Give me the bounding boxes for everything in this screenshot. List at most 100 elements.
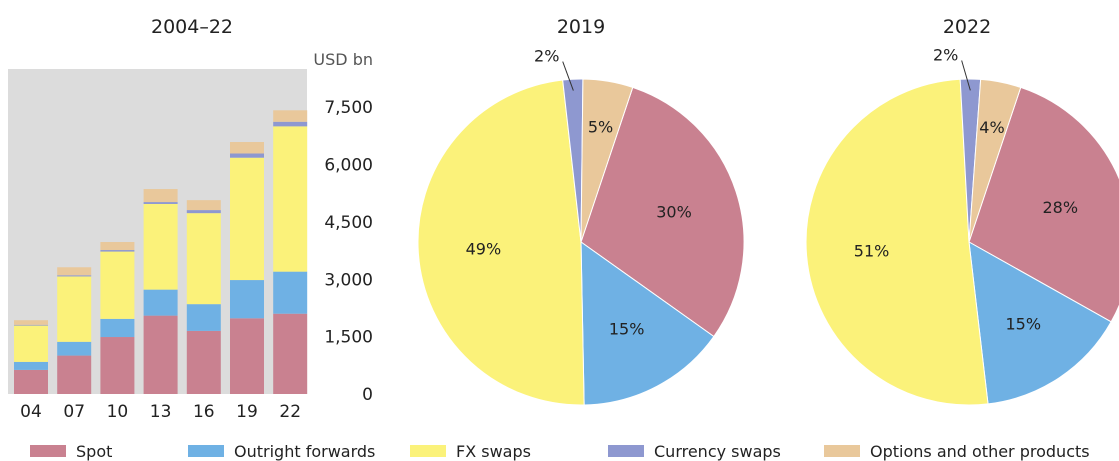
y-tick-label: 6,000 xyxy=(324,156,373,176)
legend-label: Outright forwards xyxy=(234,442,375,461)
bar-segment-currency-swaps xyxy=(57,275,92,277)
bar-segment-currency-swaps xyxy=(14,324,48,326)
legend-label: FX swaps xyxy=(456,442,531,461)
bar-segment-options-and-other-products xyxy=(100,242,135,251)
bar-segment-fx-swaps xyxy=(14,325,48,362)
bar-segment-fx-swaps xyxy=(57,276,92,342)
bar-stack-04 xyxy=(14,320,48,394)
legend-swatch xyxy=(188,445,224,457)
pie-slice-options-and-other-products xyxy=(580,78,634,243)
y-tick-label: 1,500 xyxy=(324,328,373,348)
bar-stack-07 xyxy=(57,267,92,394)
pie-slice-label: 15% xyxy=(609,319,645,338)
pie-slice-outright-forwards xyxy=(968,241,1112,405)
x-tick-label: 10 xyxy=(107,402,129,422)
y-tick-label: 0 xyxy=(362,385,373,405)
chart-legend: Spot Outright forwards FX swaps Currency sw… xyxy=(30,442,1090,461)
bar-segment-fx-swaps xyxy=(143,203,178,290)
bar-segment-options-and-other-products xyxy=(14,320,48,325)
legend-swatch xyxy=(824,445,860,457)
bar-segment-currency-swaps xyxy=(143,202,178,204)
bar-segment-spot xyxy=(57,355,92,394)
bar-stack-16 xyxy=(186,200,221,394)
x-tick-label: 16 xyxy=(193,402,215,422)
bar-segment-outright-forwards xyxy=(57,341,92,356)
bar-segment-spot xyxy=(186,330,221,394)
pie-slice-labels: 28% 15% 51% 2% 4% xyxy=(854,46,1078,334)
pie-chart-2019: 2019 30% 15% 49% 2% 5% xyxy=(417,16,745,406)
pie-slice-fx-swaps xyxy=(417,79,585,406)
bar-segment-options-and-other-products xyxy=(143,189,178,203)
y-tick-label: 7,500 xyxy=(324,98,373,118)
pie-chart-title: 2019 xyxy=(557,16,605,38)
legend-label: Currency swaps xyxy=(654,442,781,461)
legend-item-outright-forwards: Outright forwards xyxy=(188,442,375,461)
pie-slice-label: 4% xyxy=(979,118,1004,137)
pie-slice-fx-swaps xyxy=(805,78,989,406)
pie-slice-label: 5% xyxy=(588,117,613,136)
bar-stack-13 xyxy=(143,189,178,394)
bar-stacks xyxy=(14,110,308,394)
pie-slice-label: 51% xyxy=(854,241,890,260)
bar-segment-spot xyxy=(14,369,48,394)
bar-segment-options-and-other-products xyxy=(186,200,221,211)
bar-segment-outright-forwards xyxy=(230,280,264,319)
legend-item-spot: Spot xyxy=(30,442,112,461)
x-tick-label: 07 xyxy=(63,402,85,422)
pie-label-leader-line xyxy=(961,60,971,91)
legend-label: Spot xyxy=(76,442,112,461)
bar-chart-panel: 2004–22 USD bn 0 1,500 3,000 4,500 6,000 7,50… xyxy=(8,16,373,422)
y-tick-label: 4,500 xyxy=(324,213,373,233)
y-axis-unit-label: USD bn xyxy=(313,50,373,69)
pie-slice-label: 28% xyxy=(1042,198,1078,217)
bar-segment-outright-forwards xyxy=(186,304,221,331)
x-axis-tick-labels: 04 07 10 13 16 19 22 xyxy=(20,402,301,422)
bar-segment-spot xyxy=(273,313,308,394)
bar-segment-options-and-other-products xyxy=(273,110,308,122)
pie-slice-spot xyxy=(580,86,745,338)
pie-slice-spot xyxy=(968,86,1119,323)
bar-segment-fx-swaps xyxy=(100,251,135,319)
legend-swatch xyxy=(410,445,446,457)
bar-segment-options-and-other-products xyxy=(57,267,92,276)
bar-segment-fx-swaps xyxy=(273,126,308,272)
bar-segment-currency-swaps xyxy=(100,250,135,252)
x-tick-label: 13 xyxy=(150,402,172,422)
pie-label-leader-line xyxy=(562,61,574,91)
bar-segment-outright-forwards xyxy=(143,289,178,316)
pie-slices xyxy=(805,78,1119,406)
bar-segment-spot xyxy=(100,337,135,394)
legend-label: Options and other products xyxy=(870,442,1090,461)
pie-slice-outright-forwards xyxy=(580,241,715,406)
bar-segment-spot xyxy=(230,318,264,394)
pie-chart-2022: 2022 28% 15% 51% 2% 4% xyxy=(805,16,1119,406)
bar-segment-spot xyxy=(143,315,178,394)
bar-segment-options-and-other-products xyxy=(230,142,264,154)
legend-item-options-and-other-products: Options and other products xyxy=(824,442,1090,461)
x-tick-label: 04 xyxy=(20,402,42,422)
bar-segment-currency-swaps xyxy=(230,153,264,158)
pie-chart-title: 2022 xyxy=(943,16,991,38)
pie-slices xyxy=(417,78,745,406)
bar-segment-outright-forwards xyxy=(273,271,308,314)
x-tick-label: 19 xyxy=(236,402,258,422)
bar-segment-outright-forwards xyxy=(14,361,48,370)
y-axis-tick-labels: 0 1,500 3,000 4,500 6,000 7,500 xyxy=(324,98,373,405)
bar-chart-title: 2004–22 xyxy=(151,16,233,38)
legend-item-fx-swaps: FX swaps xyxy=(410,442,531,461)
bar-segment-fx-swaps xyxy=(230,157,264,281)
legend-swatch xyxy=(30,445,66,457)
bar-segment-fx-swaps xyxy=(186,213,221,305)
bar-stack-22 xyxy=(273,110,308,394)
legend-swatch xyxy=(608,445,644,457)
y-tick-label: 3,000 xyxy=(324,270,373,290)
pie-slice-labels: 30% 15% 49% 2% 5% xyxy=(466,47,692,339)
pie-slice-options-and-other-products xyxy=(968,78,1022,243)
x-tick-label: 22 xyxy=(279,402,301,422)
pie-slice-label: 15% xyxy=(1005,314,1041,333)
bar-stack-19 xyxy=(230,142,264,394)
bar-stack-10 xyxy=(100,242,135,394)
legend-item-currency-swaps: Currency swaps xyxy=(608,442,781,461)
bar-segment-outright-forwards xyxy=(100,318,135,338)
